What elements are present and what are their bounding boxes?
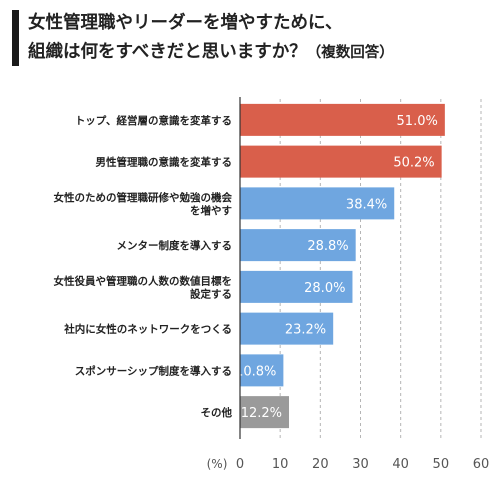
- bar-value-label: 23.2%: [285, 323, 326, 338]
- category-label: その他: [201, 406, 233, 419]
- x-tick-label: 20: [312, 457, 329, 472]
- title-line-2-text: 組織は何をすべきだと思いますか？: [28, 42, 307, 62]
- bar-value-label: 51.0%: [397, 114, 438, 129]
- category-label: を増やす: [190, 204, 232, 217]
- category-label: 男性管理職の意識を変革する: [96, 156, 233, 169]
- bar: [240, 187, 395, 220]
- bar: [240, 145, 442, 178]
- bar-value-label: 12.2%: [241, 406, 282, 421]
- title-note: （複数回答）: [306, 45, 394, 61]
- title-line-2: 組織は何をすべきだと思いますか？（複数回答）: [28, 38, 498, 68]
- category-label: 女性のための管理職研修や勉強の機会: [54, 191, 233, 204]
- bar: [240, 270, 353, 303]
- category-label: 社内に女性のネットワークをつくる: [63, 323, 232, 336]
- x-tick-label: 50: [433, 457, 450, 472]
- category-label: メンター制度を導入する: [117, 239, 233, 252]
- bar: [240, 396, 290, 429]
- title-accent-bar: [12, 10, 19, 66]
- bar-value-label: 38.4%: [346, 197, 387, 212]
- x-tick-label: 40: [392, 457, 409, 472]
- x-tick-label: 10: [272, 457, 289, 472]
- bar: [240, 103, 445, 136]
- category-label: 女性役員や管理職の人数の数値目標を: [54, 274, 233, 287]
- bar-value-label: 28.0%: [304, 281, 345, 296]
- x-tick-label: 30: [352, 457, 369, 472]
- title-line-1: 女性管理職やリーダーを増やすために、: [28, 13, 343, 33]
- bar: [240, 312, 334, 345]
- chart-title: 女性管理職やリーダーを増やすために、 組織は何をすべきだと思いますか？（複数回答…: [28, 9, 498, 68]
- bar-value-label: 28.8%: [307, 239, 348, 254]
- bar-value-label: 10.8%: [235, 364, 276, 379]
- category-label: スポンサーシップ制度を導入する: [75, 364, 232, 377]
- x-unit-label: (%): [207, 457, 228, 471]
- x-tick-label: 0: [236, 457, 244, 472]
- category-label: 設定する: [190, 287, 232, 300]
- category-label: トップ、経営層の意識を変革する: [75, 114, 232, 127]
- bar: [240, 354, 284, 387]
- bar: [240, 229, 356, 262]
- x-tick-label: 60: [473, 457, 490, 472]
- bar-value-label: 50.2%: [393, 156, 434, 171]
